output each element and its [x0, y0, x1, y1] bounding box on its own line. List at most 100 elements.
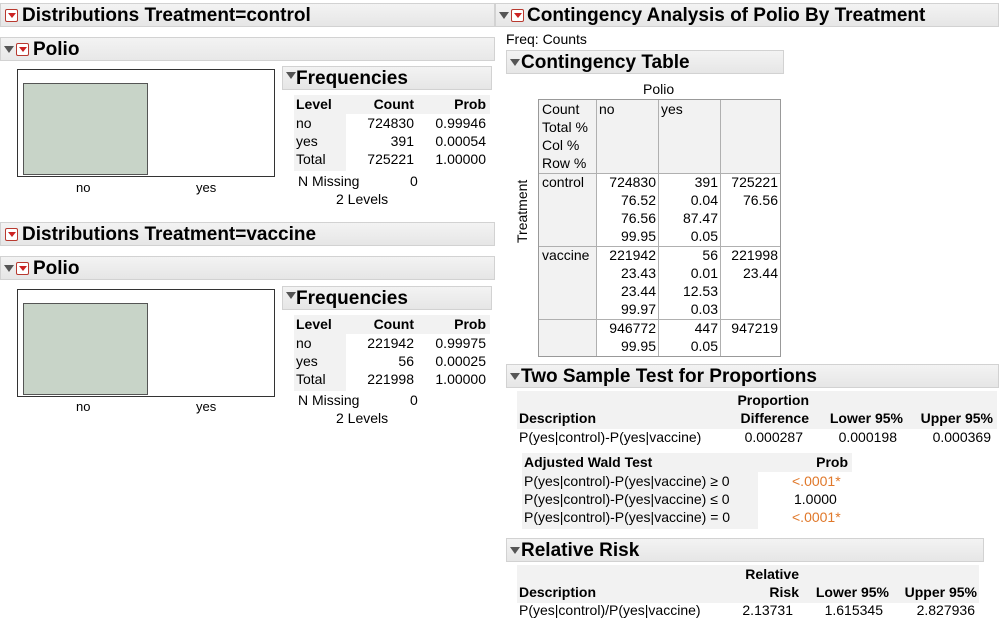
freq-counts-label: Freq: Counts — [506, 31, 587, 47]
cell: 76.56 — [620, 210, 656, 226]
histogram-vaccine — [17, 289, 275, 397]
section-title: Relative Risk — [521, 540, 640, 561]
cell: 99.95 — [620, 338, 656, 354]
n-missing-value: 0 — [410, 392, 418, 408]
count-cell: 221942 — [367, 335, 414, 351]
hypothesis-cell: P(yes|control)-P(yes|vaccine) = 0 — [524, 509, 731, 525]
cell: 447 — [694, 320, 718, 336]
level-cell: Total — [296, 371, 326, 387]
col-header: Upper 95% — [920, 410, 993, 426]
cell: 0.05 — [690, 228, 718, 244]
value-cell: 1.615345 — [824, 602, 883, 618]
cell: 0.03 — [690, 301, 718, 317]
n-missing-label: N Missing — [298, 392, 360, 408]
red-triangle-menu-icon[interactable] — [511, 9, 524, 22]
distributions-control-header: Distributions Treatment=control — [0, 3, 495, 27]
axis-label-yes: yes — [196, 399, 217, 414]
axis-label-yes: yes — [196, 180, 217, 195]
cell: 724830 — [609, 174, 656, 190]
cell: 23.43 — [620, 265, 656, 281]
cell: 87.47 — [682, 210, 718, 226]
disclosure-triangle-icon[interactable] — [499, 12, 509, 19]
contingency-analysis-header: Contingency Analysis of Polio By Treatme… — [495, 3, 999, 27]
red-triangle-menu-icon[interactable] — [5, 9, 18, 22]
count-cell: 724830 — [367, 115, 414, 131]
col-header: Risk — [769, 584, 799, 600]
legend-count: Count — [542, 101, 580, 117]
cell: 0.04 — [690, 192, 718, 208]
histogram-control — [17, 69, 275, 177]
relative-risk-table: Relative Description Risk Lower 95% Uppe… — [517, 565, 979, 620]
value-cell: 2.13731 — [742, 602, 793, 618]
disclosure-triangle-icon[interactable] — [4, 265, 14, 272]
polio-vaccine-header: Polio — [0, 256, 495, 280]
disclosure-triangle-icon[interactable] — [286, 292, 296, 299]
histogram-bar-no[interactable] — [23, 83, 148, 175]
prob-cell: <.0001* — [792, 509, 841, 525]
red-triangle-menu-icon[interactable] — [16, 262, 29, 275]
frequencies-header: Frequencies — [282, 286, 492, 310]
two-sample-table: Proportion Description Difference Lower … — [517, 391, 997, 447]
col-header: Lower 95% — [829, 410, 903, 426]
level-cell: Total — [296, 151, 326, 167]
frequencies-header: Frequencies — [282, 66, 492, 90]
prob-cell: <.0001* — [792, 473, 841, 489]
level-cell: no — [296, 115, 312, 131]
polio-control-header: Polio — [0, 37, 495, 61]
section-title: Distributions Treatment=control — [22, 5, 311, 26]
disclosure-triangle-icon[interactable] — [4, 46, 14, 53]
cell: 99.97 — [620, 301, 656, 317]
count-cell: 725221 — [367, 151, 414, 167]
prob-cell: 0.99946 — [435, 115, 486, 131]
prob-cell: 1.0000 — [794, 491, 837, 507]
cell: 391 — [694, 174, 718, 190]
col-header: Lower 95% — [815, 584, 889, 600]
contingency-table-header: Contingency Table — [506, 50, 784, 74]
cell: 99.95 — [620, 228, 656, 244]
col-header: Description — [519, 410, 597, 426]
cell: 725221 — [731, 174, 778, 190]
description-cell: P(yes|control)/P(yes|vaccine) — [519, 602, 701, 618]
two-sample-test-header: Two Sample Test for Proportions — [506, 364, 999, 388]
cell: 947219 — [731, 320, 778, 336]
prob-cell: 0.00054 — [435, 133, 486, 149]
cell: 23.44 — [742, 265, 778, 281]
col-header: Prob — [816, 454, 848, 470]
disclosure-triangle-icon[interactable] — [510, 373, 520, 380]
section-title: Distributions Treatment=vaccine — [22, 224, 317, 245]
col-head-yes: yes — [661, 101, 683, 117]
section-title: Frequencies — [296, 288, 408, 309]
col-header: Difference — [740, 410, 809, 426]
description-cell: P(yes|control)-P(yes|vaccine) — [519, 429, 702, 445]
legend-total-pct: Total % — [542, 119, 588, 135]
col-header-level: Level — [296, 316, 332, 332]
histogram-bar-no[interactable] — [23, 303, 148, 395]
cell: 76.52 — [620, 192, 656, 208]
contingency-grid: Count Total % Col % Row % no yes control… — [538, 99, 781, 357]
value-cell: 0.000287 — [744, 429, 803, 445]
col-header: Relative — [745, 566, 799, 582]
count-cell: 391 — [390, 133, 414, 149]
prob-cell: 1.00000 — [435, 151, 486, 167]
axis-label-no: no — [76, 180, 91, 195]
value-cell: 0.000369 — [932, 429, 991, 445]
red-triangle-menu-icon[interactable] — [16, 43, 29, 56]
prob-cell: 0.00025 — [435, 353, 486, 369]
disclosure-triangle-icon[interactable] — [510, 59, 520, 66]
level-cell: yes — [296, 353, 318, 369]
col-header-prob: Prob — [454, 96, 486, 112]
col-header: Upper 95% — [904, 584, 977, 600]
prob-cell: 0.99975 — [435, 335, 486, 351]
frequencies-table: Level Count Prob no 724830 0.99946 yes 3… — [294, 95, 490, 171]
count-cell: 221998 — [367, 371, 414, 387]
section-title: Frequencies — [296, 68, 408, 89]
value-cell: 0.000198 — [838, 429, 897, 445]
cell: 221942 — [609, 247, 656, 263]
red-triangle-menu-icon[interactable] — [5, 228, 18, 241]
distributions-vaccine-header: Distributions Treatment=vaccine — [0, 222, 495, 246]
relative-risk-header: Relative Risk — [506, 538, 984, 562]
n-missing-value: 0 — [410, 173, 418, 189]
disclosure-triangle-icon[interactable] — [286, 72, 296, 79]
disclosure-triangle-icon[interactable] — [510, 547, 520, 554]
col-header-count: Count — [373, 316, 414, 332]
